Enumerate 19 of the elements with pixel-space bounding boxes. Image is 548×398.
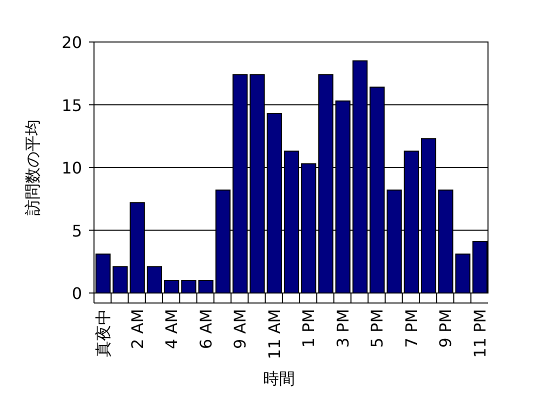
x-tick-label: 1 PM [299, 309, 318, 348]
x-axis-title: 時間 [263, 369, 295, 388]
y-axis-title: 訪問数の平均 [23, 120, 42, 216]
x-tick-label: 11 AM [264, 309, 284, 360]
x-tick-label: 11 PM [470, 309, 490, 358]
x-tick-label: 7 PM [402, 309, 421, 348]
y-tick-label: 20 [62, 33, 82, 52]
x-tick-label: 4 AM [162, 309, 182, 350]
x-tick-label: 3 PM [333, 309, 352, 348]
x-tick-label: 5 PM [368, 309, 387, 348]
x-tick-label: 2 AM [128, 309, 147, 350]
y-tick-label: 10 [62, 158, 82, 178]
x-tick-label: 6 AM [196, 309, 216, 350]
y-tick-label: 15 [62, 96, 82, 115]
y-tick-label: 5 [72, 221, 82, 240]
x-tick-label: 真夜中 [94, 309, 113, 357]
y-tick-label: 0 [72, 284, 82, 303]
x-tick-label: 9 PM [436, 309, 456, 348]
x-tick-label: 9 AM [230, 309, 250, 350]
